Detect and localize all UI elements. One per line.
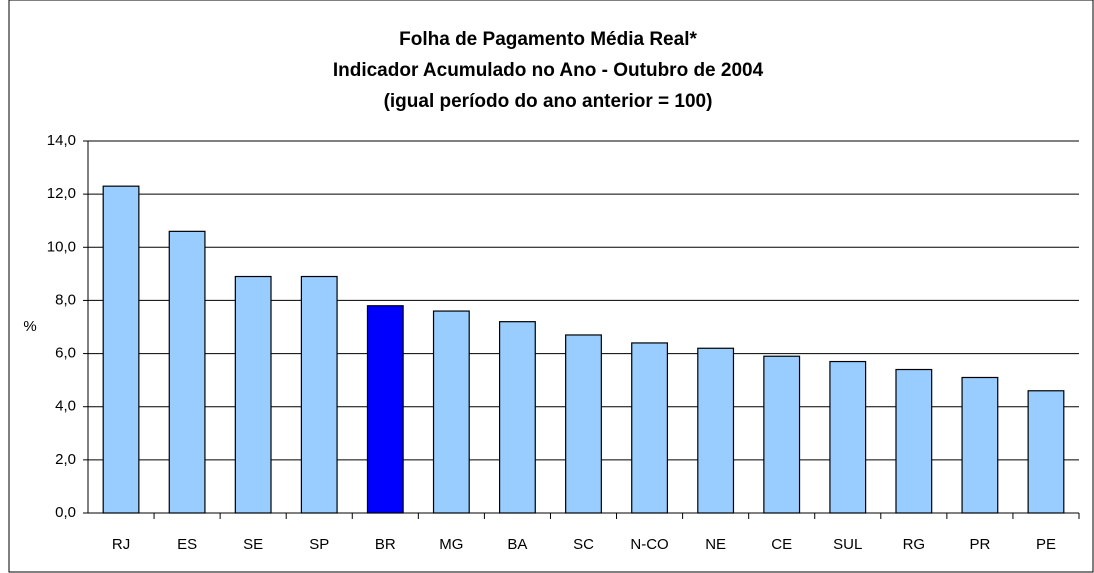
y-tick-label: 2,0 [55,451,76,468]
bar [631,342,669,514]
bar [432,310,470,514]
x-tick-label: BR [375,536,396,553]
y-axis-label: % [23,318,36,335]
x-tick-label: RJ [112,536,130,553]
y-tick-label: 14,0 [47,132,76,149]
bar [168,230,206,514]
bar [565,334,602,514]
bar [366,305,404,514]
y-tick-label: 0,0 [55,504,76,521]
bar [300,275,338,514]
bar [895,368,933,514]
bar [102,185,140,514]
bar [697,347,735,514]
chart-subtitle: (igual período do ano anterior = 100) [384,91,713,112]
x-tick-label: SE [243,536,263,553]
bar [498,321,536,514]
bar [1027,390,1065,514]
bar [829,360,867,514]
chart-title: Folha de Pagamento Média Real* [399,29,697,50]
x-tick-label: NE [705,536,726,553]
chart-subtitle: Indicador Acumulado no Ano - Outubro de … [333,60,764,81]
x-tick-label: RG [903,536,926,553]
bar [961,376,999,514]
x-tick-label: BA [507,536,527,553]
y-tick-label: 12,0 [47,185,76,202]
y-tick-label: 8,0 [55,291,76,308]
y-tick-label: 10,0 [47,238,76,255]
x-tick-label: SUL [833,536,862,553]
bar [763,355,801,514]
x-tick-label: PE [1036,536,1056,553]
bar [234,275,272,514]
y-tick-label: 4,0 [55,398,76,415]
x-tick-label: CE [771,536,792,553]
x-tick-label: MG [439,536,463,553]
x-tick-label: ES [177,536,197,553]
y-tick-label: 6,0 [55,345,76,362]
x-tick-label: N-CO [630,536,668,553]
x-tick-label: SC [573,536,594,553]
x-tick-label: SP [309,536,329,553]
x-tick-label: PR [969,536,990,553]
